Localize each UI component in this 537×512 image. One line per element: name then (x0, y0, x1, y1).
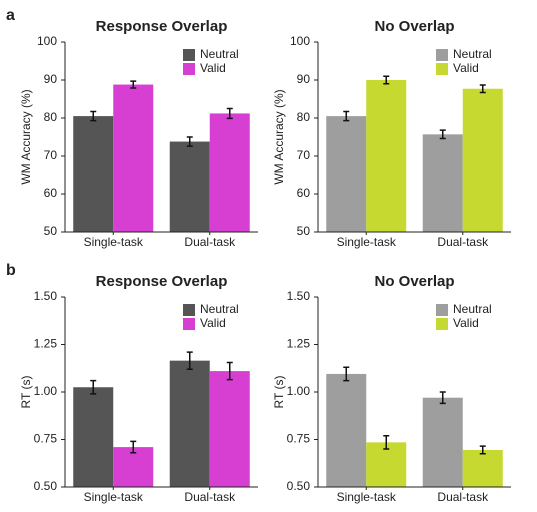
bar (422, 397, 463, 487)
error-bar (186, 351, 193, 370)
y-tick-label: 50 (44, 224, 58, 238)
bar (326, 373, 367, 487)
y-tick-label: 0.50 (34, 479, 58, 493)
error-bar (439, 129, 446, 140)
axis-line (64, 297, 258, 488)
error-bar (130, 80, 137, 89)
bar (209, 113, 250, 232)
error-bar (226, 107, 233, 120)
error-bar (90, 110, 97, 122)
y-tick-label: 1.25 (34, 337, 58, 351)
chart-title: No Overlap (374, 273, 454, 290)
y-tick-label: 1.50 (287, 289, 311, 303)
error-bar (439, 391, 446, 405)
y-tick-label: 1.50 (34, 289, 58, 303)
y-tick-label: 1.25 (287, 337, 311, 351)
y-tick-label: 0.75 (287, 432, 311, 446)
x-tick-label: Single-task (84, 490, 144, 504)
y-tick-label: 80 (297, 110, 311, 124)
bar (209, 371, 250, 487)
chart-title: Response Overlap (96, 273, 228, 290)
y-tick-label: 60 (44, 186, 58, 200)
y-tick-label: 80 (44, 110, 58, 124)
y-tick-label: 70 (44, 148, 58, 162)
bar (73, 387, 114, 487)
y-tick-label: 90 (297, 72, 311, 86)
y-axis-label: RT (s) (19, 376, 33, 409)
legend-swatch (183, 304, 195, 316)
bar (462, 88, 503, 233)
bar (462, 449, 503, 487)
chart-title: Response Overlap (96, 18, 228, 35)
error-bar (186, 136, 193, 147)
legend-label: Valid (200, 61, 226, 75)
chart-title: No Overlap (374, 18, 454, 35)
legend-swatch (183, 318, 195, 330)
error-bar (479, 84, 486, 94)
error-bar (479, 445, 486, 455)
legend-label: Valid (453, 61, 479, 75)
y-tick-label: 100 (37, 34, 57, 48)
y-tick-label: 1.00 (287, 384, 311, 398)
legend-swatch (183, 63, 195, 75)
x-tick-label: Dual-task (437, 235, 489, 249)
y-axis-label: RT (s) (272, 376, 286, 409)
bar (113, 84, 154, 232)
x-tick-label: Single-task (337, 235, 397, 249)
legend-label: Valid (453, 316, 479, 330)
x-tick-label: Dual-task (184, 490, 236, 504)
legend-swatch (436, 49, 448, 61)
error-bar (383, 75, 390, 85)
y-tick-label: 1.00 (34, 384, 58, 398)
x-tick-label: Single-task (337, 490, 397, 504)
bar (73, 116, 114, 232)
y-axis-label: WM Accuracy (%) (272, 89, 286, 184)
panel-label: a (6, 7, 15, 24)
legend-label: Neutral (200, 302, 239, 316)
error-bar (343, 366, 350, 382)
legend-label: Valid (200, 316, 226, 330)
error-bar (383, 434, 390, 450)
axis-line (317, 297, 511, 488)
bar (422, 134, 463, 232)
bar (169, 360, 210, 487)
error-bar (343, 110, 350, 122)
panel-label: b (6, 262, 16, 279)
bar (366, 442, 407, 487)
bar (326, 116, 367, 232)
axis-line (64, 42, 258, 233)
x-tick-label: Single-task (84, 235, 144, 249)
x-tick-label: Dual-task (184, 235, 236, 249)
y-tick-label: 50 (297, 224, 311, 238)
legend-swatch (436, 318, 448, 330)
y-tick-label: 60 (297, 186, 311, 200)
error-bar (226, 361, 233, 381)
y-axis-label: WM Accuracy (%) (19, 89, 33, 184)
x-tick-label: Dual-task (437, 490, 489, 504)
error-bar (130, 440, 137, 454)
legend-label: Neutral (453, 47, 492, 61)
y-tick-label: 0.50 (287, 479, 311, 493)
y-tick-label: 70 (297, 148, 311, 162)
y-tick-label: 100 (290, 34, 310, 48)
legend-swatch (436, 63, 448, 75)
bar (113, 447, 154, 487)
bar (366, 80, 407, 232)
legend-swatch (436, 304, 448, 316)
y-tick-label: 90 (44, 72, 58, 86)
legend-label: Neutral (200, 47, 239, 61)
error-bar (90, 379, 97, 395)
legend-swatch (183, 49, 195, 61)
legend-label: Neutral (453, 302, 492, 316)
y-tick-label: 0.75 (34, 432, 58, 446)
bar (169, 141, 210, 232)
axis-line (317, 42, 511, 233)
